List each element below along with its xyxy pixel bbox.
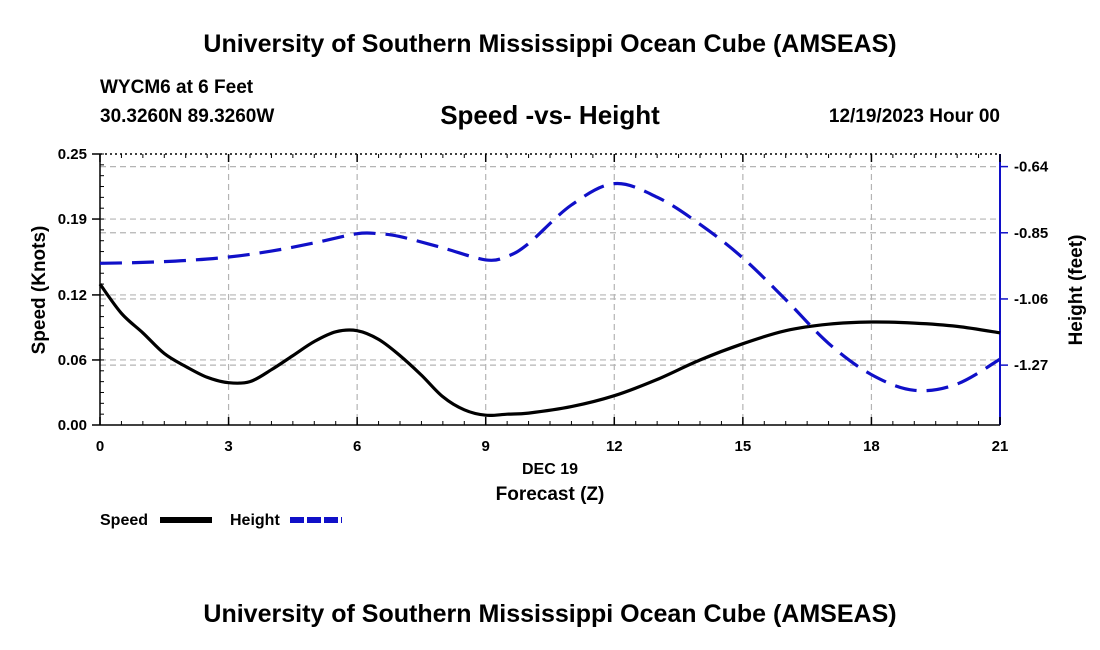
x-tick-label: 18: [863, 438, 880, 455]
x-tick-label: 21: [992, 438, 1009, 455]
station-label: WYCM6 at 6 Feet: [100, 77, 254, 98]
height-series-line: [99, 181, 1001, 393]
legend-speed-label: Speed: [100, 512, 148, 529]
coordinates-label: 30.3260N 89.3260W: [100, 106, 275, 127]
y2-tick-label: -1.06: [1014, 291, 1048, 308]
x-tick-label: 3: [224, 438, 232, 455]
y-tick-label: 0.00: [58, 417, 87, 434]
y-axis-label: Speed (Knots): [29, 226, 50, 355]
x-tick-label: 0: [96, 438, 104, 455]
y2-tick-label: -0.85: [1014, 225, 1048, 242]
footer-title: University of Southern Mississippi Ocean…: [203, 600, 897, 628]
date-hour-label: 12/19/2023 Hour 00: [828, 106, 1000, 127]
x-tick-label: 9: [482, 438, 490, 455]
x-sub-label: DEC 19: [522, 461, 578, 478]
page-title: University of Southern Mississippi Ocean…: [203, 30, 897, 58]
y2-axis-label: Height (feet): [1066, 235, 1087, 346]
y-tick-label: 0.19: [58, 211, 87, 228]
chart-title: Speed -vs- Height: [440, 100, 660, 130]
y-tick-label: 0.25: [58, 146, 87, 163]
y2-tick-label: -0.64: [1014, 159, 1049, 176]
y2-tick-label: -1.27: [1014, 357, 1048, 374]
y-tick-label: 0.12: [58, 287, 87, 304]
x-tick-label: 12: [606, 438, 623, 455]
speed-series-line: [98, 283, 1001, 418]
y-tick-label: 0.06: [58, 352, 87, 369]
x-tick-label: 15: [735, 438, 752, 455]
legend-height-label: Height: [230, 512, 280, 529]
x-tick-label: 6: [353, 438, 361, 455]
x-axis-label: Forecast (Z): [496, 484, 605, 505]
